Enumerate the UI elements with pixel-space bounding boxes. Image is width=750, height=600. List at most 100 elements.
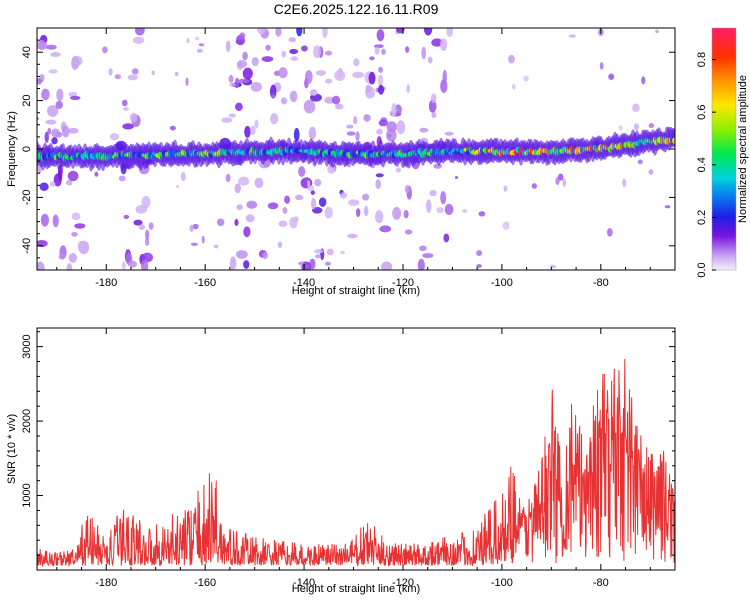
spectrogram-cell [462,208,468,214]
spectrogram-cell [396,120,406,135]
snr-y-axis-title: SNR (10 * v/v) [6,414,18,484]
spectrogram-cell [190,242,198,246]
spectrogram-cell [201,235,205,244]
spectrogram-cell [310,190,315,195]
spectrogram-cell [174,71,179,77]
spectrogram-cell [118,175,126,182]
spectrogram-cell [301,45,308,52]
spectrogram-cell [296,28,303,37]
spectrogram-cell [637,159,643,165]
colorbar-title: Normalized spectral amplitude [737,75,749,223]
snr-frame [36,327,676,571]
spectrogram-cell [421,46,427,60]
spectrogram-cell [151,70,155,76]
spectrogram-panel: -180 -160 -140 -120 -100 -80 -40 -20 0 20 40 Heig… [6,27,676,297]
snr-panel: -180 -160 -140 -120 -100 -80 1000 2000 3000 Hei… [6,327,676,595]
spectrogram-cell [244,125,251,138]
spectrogram-cell [427,56,433,64]
spectrogram-cell [430,93,437,104]
spectrogram-cell [340,250,346,255]
spectrogram-cell [395,167,402,173]
spectrogram-cell [392,206,402,220]
spectrogram-cell [270,113,279,125]
spectrogram-cell [66,179,73,186]
spectrogram-cell [362,193,370,201]
spectrogram-cell [261,56,274,62]
spectrogram-cell [71,212,81,221]
spectrogram-cell [94,171,99,177]
spectrogram-cell [77,240,86,250]
spectrogram-cell [289,217,298,229]
spectrogram-cell [425,199,432,213]
spectrogram-cell [129,112,138,123]
snr-x-tick-label: -160 [194,577,216,589]
spectrogram-cell [68,252,78,263]
spectrogram-cell [290,56,299,61]
spectrogram-cell [108,68,113,76]
snr-x-tick-label: -100 [491,577,513,589]
spectrogram-cell [301,261,312,270]
spectrogram-cell [404,184,410,194]
spectrogram-cell [313,45,322,59]
spectrogram-cell [324,50,333,56]
spectrogram-cell [185,77,189,87]
spectrogram-cell [288,37,297,43]
spectrogram-cell [405,46,410,53]
spectrogram-cell [562,178,567,187]
spectrogram-cell [275,28,282,37]
spectrogram-cell [236,204,243,211]
spectrogram-cell [71,231,78,237]
spectrogram-cell [381,48,386,55]
spectrogram-cell [44,131,49,144]
spectrogram-cell [555,176,560,186]
spectrogram-cell [377,74,383,87]
spectrogram-cell [419,245,427,252]
spectrogram-cell [403,209,409,219]
spectrogram-cell [648,169,654,175]
spectrogram-cell [24,77,36,86]
spectrogram-cell [25,263,36,268]
colorbar-tick-label: 0.6 [696,105,708,120]
spectrogram-cell [72,57,80,69]
spectrogram-cell [436,207,444,214]
spectrogram-cell [48,69,58,74]
spectrogram-cell [599,61,604,70]
spectrogram-cell [280,97,288,105]
spectrogram-cell [235,250,248,259]
spectrogram-cell [311,91,317,96]
spectrogram-cell [376,128,383,135]
colorbar-tick-label: 0.2 [696,210,708,225]
spectrogram-cell [454,175,459,180]
spectrogram-cell [221,117,233,123]
spectrogram-cell [641,76,646,85]
spectrogram-cell [476,264,482,268]
spectrogram-cell [121,261,126,270]
spectrogram-cell [431,112,437,118]
spectrogram-cell [145,229,150,240]
spectrogram-cell [278,220,288,228]
spectrogram-cell [632,103,640,112]
spectrogram-cell [377,84,385,95]
spectrogram-cell [308,126,317,140]
spectrogram-cell [37,261,45,270]
spectrogram-cell [568,34,577,38]
spectrogram-cell [141,195,151,209]
spectrogram-cell [242,51,248,61]
spectrogram-cell [306,180,311,187]
spectrogram-cell [250,125,256,136]
spectrogram-cell [265,44,271,51]
spectrogram-cell [324,206,333,219]
spectrogram-cell [419,127,429,133]
spectrogram-cell [58,253,66,260]
spectrogram-cell [236,59,248,69]
spectrogram-cell [262,252,268,260]
spectrogram-cell [406,84,410,94]
colorbar-frame [711,27,737,271]
spectrogram-cell [502,221,510,230]
spectrogram-y-tick-label: 0 [21,146,33,152]
spectrogram-cell [648,123,655,129]
spectrogram-cell [429,190,437,197]
spectrogram-cell [634,123,639,131]
spectrogram-cell [375,210,384,224]
spectrogram-cell [348,199,360,206]
